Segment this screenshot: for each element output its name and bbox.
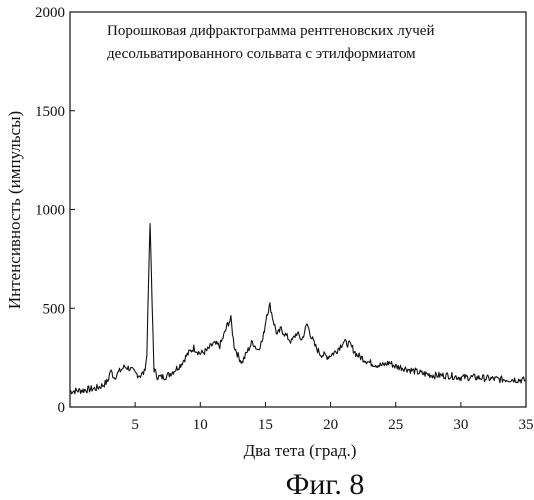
diffraction-series-line bbox=[69, 223, 526, 395]
y-tick-label: 2000 bbox=[35, 5, 65, 21]
x-tick-label: 20 bbox=[323, 417, 338, 433]
x-tick-label: 25 bbox=[388, 417, 403, 433]
x-tick-label: 15 bbox=[258, 417, 273, 433]
plot-frame bbox=[69, 11, 527, 408]
x-axis: 5 10 15 20 25 30 35 bbox=[131, 402, 534, 433]
y-axis: 0 500 1000 1500 2000 bbox=[35, 5, 75, 416]
y-axis-label: Интенсивность (импульсы) bbox=[5, 111, 24, 309]
y-tick-label: 0 bbox=[58, 400, 66, 416]
chart-annotation-line-2: десольватированного сольвата с этилформи… bbox=[107, 46, 416, 62]
x-tick-label: 5 bbox=[131, 417, 139, 433]
y-tick-label: 1500 bbox=[35, 104, 65, 120]
x-tick-label: 35 bbox=[519, 417, 534, 433]
x-tick-label: 30 bbox=[453, 417, 468, 433]
y-tick-label: 500 bbox=[43, 301, 66, 317]
figure-caption: Фиг. 8 bbox=[286, 468, 365, 500]
x-tick-label: 10 bbox=[193, 417, 208, 433]
y-tick-label: 1000 bbox=[35, 203, 65, 219]
chart-annotation-line-1: Порошковая дифрактограмма рентгеновских … bbox=[107, 23, 435, 39]
x-axis-label: Два тета (град.) bbox=[244, 441, 357, 460]
